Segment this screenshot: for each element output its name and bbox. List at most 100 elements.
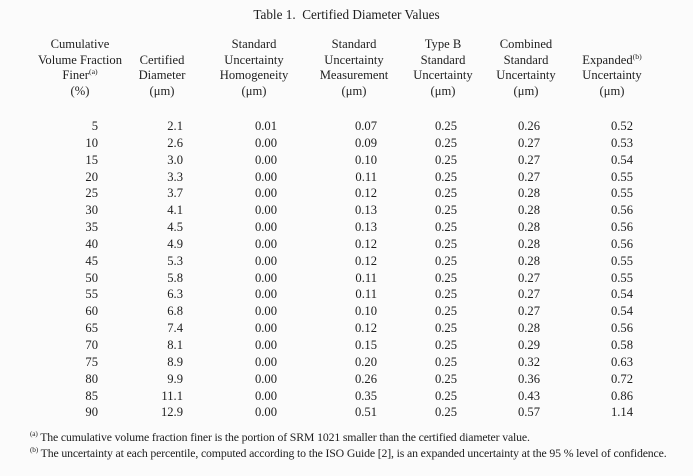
cell-combined-standard-uncertainty: 0.28 (517, 253, 540, 268)
table-row: 90 12.9 0.00 0.51 0.25 0.57 1.14 (36, 404, 658, 421)
cell-cumulative-volume-fraction-finer: 25 (85, 186, 98, 201)
header-line: (μm) (341, 83, 367, 98)
footnote-ref: (b) (632, 51, 642, 61)
cell-cumulative-volume-fraction-finer: 15 (85, 152, 98, 167)
table-row: 70 8.1 0.00 0.15 0.25 0.29 0.58 (36, 337, 658, 354)
cell-standard-uncertainty-measurement: 0.10 (354, 152, 377, 167)
cell-cumulative-volume-fraction-finer: 40 (85, 236, 98, 251)
cell-type-b-standard-uncertainty: 0.25 (434, 203, 457, 218)
cell-standard-uncertainty-homogeneity: 0.00 (254, 203, 277, 218)
cell-type-b-standard-uncertainty: 0.25 (434, 220, 457, 235)
cell-combined-standard-uncertainty: 0.27 (517, 304, 540, 319)
cell-expanded-uncertainty: 0.52 (610, 119, 633, 133)
cell-certified-diameter: 8.9 (167, 354, 183, 369)
table-row: 15 3.0 0.00 0.10 0.25 0.27 0.54 (36, 152, 658, 169)
cell-certified-diameter: 7.4 (167, 321, 183, 336)
cell-expanded-uncertainty: 0.55 (610, 169, 633, 184)
cell-standard-uncertainty-homogeneity: 0.00 (254, 304, 277, 319)
table-row: 40 4.9 0.00 0.12 0.25 0.28 0.56 (36, 236, 658, 253)
column-header-expanded-uncertainty: Expanded(b) Uncertainty (μm) (566, 37, 658, 118)
cell-standard-uncertainty-measurement: 0.20 (354, 354, 377, 369)
cell-certified-diameter: 12.9 (160, 405, 183, 420)
cell-standard-uncertainty-homogeneity: 0.00 (254, 220, 277, 235)
header-line: Diameter (138, 68, 186, 82)
footnotes: (a) The cumulative volume fraction finer… (30, 430, 678, 461)
cell-expanded-uncertainty: 0.53 (610, 135, 633, 150)
header-line: Volume Fraction (37, 52, 123, 67)
table-row: 55 6.3 0.00 0.11 0.25 0.27 0.54 (36, 286, 658, 303)
cell-type-b-standard-uncertainty: 0.25 (434, 321, 457, 336)
cell-standard-uncertainty-measurement: 0.07 (354, 119, 377, 133)
cell-standard-uncertainty-measurement: 0.12 (354, 253, 377, 268)
cell-type-b-standard-uncertainty: 0.25 (434, 169, 457, 184)
cell-standard-uncertainty-homogeneity: 0.01 (254, 119, 277, 133)
table-row: 60 6.8 0.00 0.10 0.25 0.27 0.54 (36, 303, 658, 320)
cell-certified-diameter: 8.1 (167, 337, 183, 352)
cell-cumulative-volume-fraction-finer: 50 (85, 270, 98, 285)
cell-certified-diameter: 5.3 (167, 253, 183, 268)
certified-diameter-table: Cumulative Volume Fraction Finer(a) (%) Cert… (36, 37, 658, 421)
cell-certified-diameter: 9.9 (167, 371, 183, 386)
cell-standard-uncertainty-measurement: 0.10 (354, 304, 377, 319)
cell-expanded-uncertainty: 0.54 (610, 304, 633, 319)
cell-expanded-uncertainty: 0.55 (610, 186, 633, 201)
cell-expanded-uncertainty: 0.72 (610, 371, 633, 386)
cell-type-b-standard-uncertainty: 0.25 (434, 119, 457, 133)
cell-type-b-standard-uncertainty: 0.25 (434, 388, 457, 403)
table-row: 25 3.7 0.00 0.12 0.25 0.28 0.55 (36, 185, 658, 202)
cell-standard-uncertainty-homogeneity: 0.00 (254, 236, 277, 251)
cell-standard-uncertainty-measurement: 0.12 (354, 236, 377, 251)
cell-combined-standard-uncertainty: 0.28 (517, 236, 540, 251)
header-line: Finer(a) (62, 66, 98, 82)
cell-standard-uncertainty-homogeneity: 0.00 (254, 253, 277, 268)
cell-standard-uncertainty-measurement: 0.09 (354, 135, 377, 150)
column-header-standard-uncertainty-measurement: Standard Uncertainty Measurement (μm) (308, 37, 400, 118)
cell-certified-diameter: 4.1 (167, 203, 183, 218)
column-header-certified-diameter: Certified Diameter (μm) (124, 37, 200, 118)
cell-combined-standard-uncertainty: 0.28 (517, 186, 540, 201)
header-line: Uncertainty (496, 68, 556, 82)
cell-standard-uncertainty-homogeneity: 0.00 (254, 287, 277, 302)
table-row: 45 5.3 0.00 0.12 0.25 0.28 0.55 (36, 253, 658, 270)
column-header-standard-uncertainty-homogeneity: Standard Uncertainty Homogeneity (μm) (200, 37, 308, 118)
cell-cumulative-volume-fraction-finer: 90 (85, 405, 98, 420)
cell-type-b-standard-uncertainty: 0.25 (434, 287, 457, 302)
cell-certified-diameter: 3.7 (167, 186, 183, 201)
cell-cumulative-volume-fraction-finer: 80 (85, 371, 98, 386)
cell-cumulative-volume-fraction-finer: 70 (85, 337, 98, 352)
cell-type-b-standard-uncertainty: 0.25 (434, 405, 457, 420)
cell-combined-standard-uncertainty: 0.27 (517, 287, 540, 302)
header-line: Standard (231, 37, 277, 51)
cell-cumulative-volume-fraction-finer: 30 (85, 203, 98, 218)
header-line: Type B (424, 37, 462, 51)
cell-certified-diameter: 6.8 (167, 304, 183, 319)
cell-cumulative-volume-fraction-finer: 55 (85, 287, 98, 302)
footnote-marker: (a) (30, 429, 38, 439)
cell-standard-uncertainty-homogeneity: 0.00 (254, 186, 277, 201)
cell-standard-uncertainty-homogeneity: 0.00 (254, 270, 277, 285)
cell-standard-uncertainty-homogeneity: 0.00 (254, 337, 277, 352)
header-line: Cumulative (50, 37, 110, 51)
cell-type-b-standard-uncertainty: 0.25 (434, 152, 457, 167)
cell-cumulative-volume-fraction-finer: 45 (85, 253, 98, 268)
header-line: Certified (139, 52, 185, 67)
cell-certified-diameter: 4.5 (167, 220, 183, 235)
table-row: 35 4.5 0.00 0.13 0.25 0.28 0.56 (36, 219, 658, 236)
table-body: 5 2.1 0.01 0.07 0.25 0.26 0.52 10 2.6 0.00 0.09 0.2… (36, 118, 658, 421)
cell-cumulative-volume-fraction-finer: 60 (85, 304, 98, 319)
cell-expanded-uncertainty: 0.56 (610, 236, 633, 251)
cell-expanded-uncertainty: 0.86 (610, 388, 633, 403)
cell-standard-uncertainty-measurement: 0.12 (354, 186, 377, 201)
cell-standard-uncertainty-homogeneity: 0.00 (254, 152, 277, 167)
header-row: Cumulative Volume Fraction Finer(a) (%) Cert… (36, 37, 658, 118)
header-line: Uncertainty (324, 52, 384, 67)
cell-type-b-standard-uncertainty: 0.25 (434, 186, 457, 201)
table-row: 75 8.9 0.00 0.20 0.25 0.32 0.63 (36, 354, 658, 371)
cell-certified-diameter: 6.3 (167, 287, 183, 302)
cell-combined-standard-uncertainty: 0.36 (517, 371, 540, 386)
cell-combined-standard-uncertainty: 0.26 (517, 119, 540, 133)
cell-expanded-uncertainty: 0.55 (610, 253, 633, 268)
cell-standard-uncertainty-homogeneity: 0.00 (254, 371, 277, 386)
cell-combined-standard-uncertainty: 0.28 (517, 321, 540, 336)
